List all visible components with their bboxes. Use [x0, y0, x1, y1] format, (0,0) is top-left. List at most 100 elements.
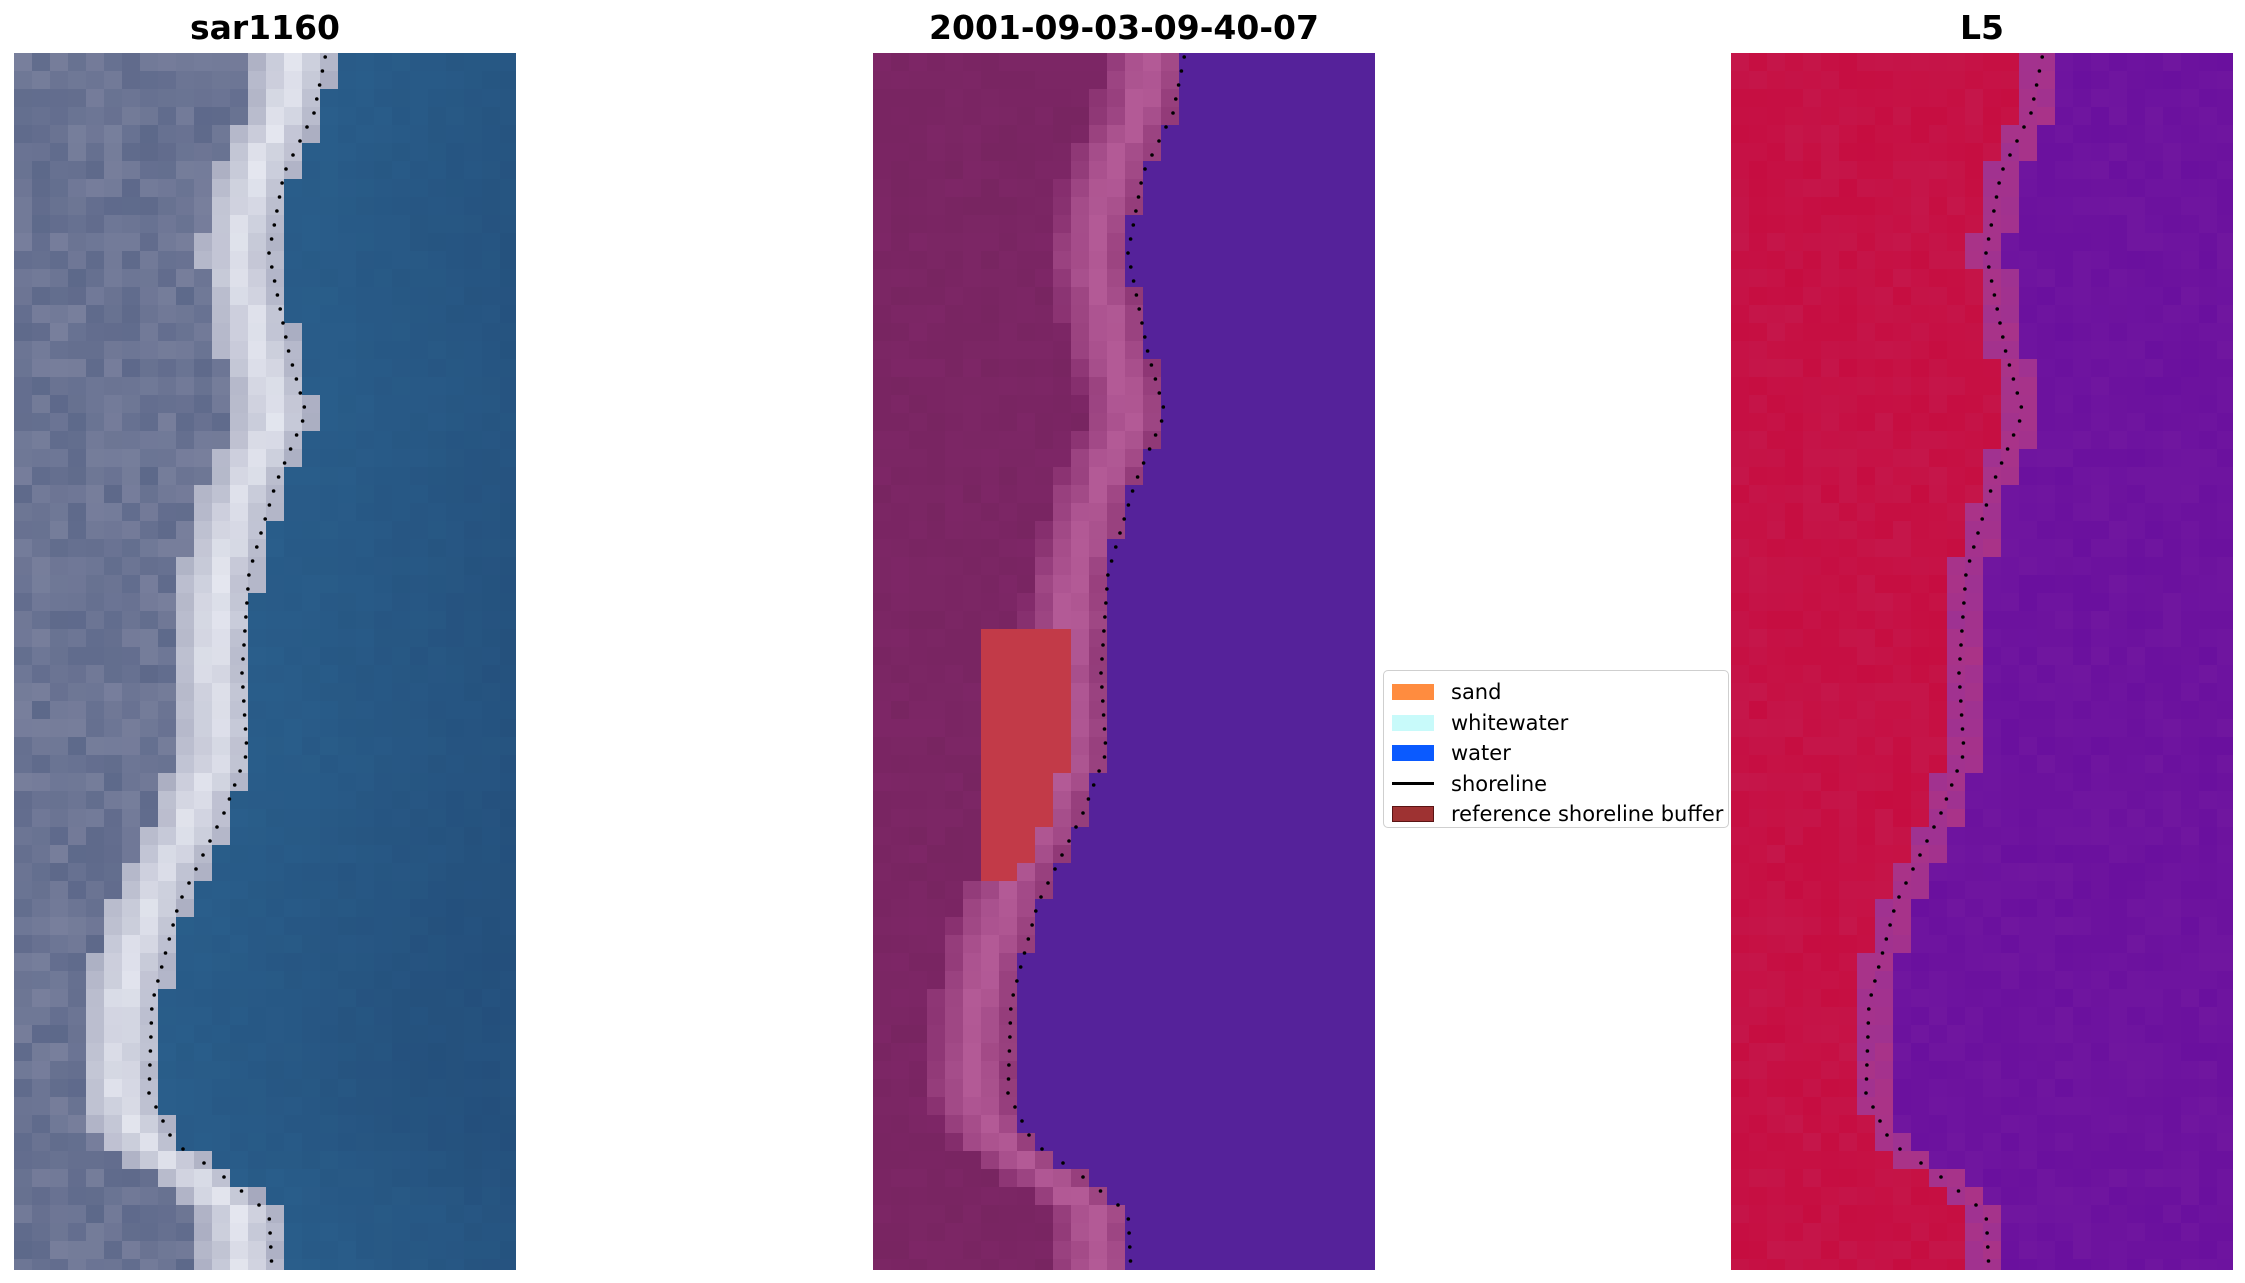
image-pixel	[1161, 1043, 1180, 1062]
image-pixel	[1893, 161, 1912, 180]
image-pixel	[927, 449, 946, 468]
image-pixel	[1731, 485, 1750, 504]
image-pixel	[1323, 575, 1342, 594]
image-pixel	[338, 1205, 357, 1224]
image-pixel	[140, 1187, 159, 1206]
image-pixel	[140, 1133, 159, 1152]
image-pixel	[1947, 503, 1966, 522]
image-pixel	[1947, 89, 1966, 108]
image-pixel	[1251, 53, 1270, 72]
shoreline-dot	[242, 643, 246, 647]
image-pixel	[1767, 503, 1786, 522]
image-pixel	[1287, 359, 1306, 378]
image-pixel	[410, 1259, 429, 1270]
image-pixel	[2055, 143, 2074, 162]
image-pixel	[212, 1151, 231, 1170]
image-pixel	[981, 629, 1000, 648]
image-pixel	[392, 935, 411, 954]
image-pixel	[140, 1259, 159, 1270]
image-pixel	[464, 395, 483, 414]
image-pixel	[909, 179, 928, 198]
image-pixel	[1035, 359, 1054, 378]
image-pixel	[1965, 611, 1984, 630]
shoreline-dot	[150, 1007, 154, 1011]
image-pixel	[1035, 305, 1054, 324]
image-pixel	[909, 701, 928, 720]
image-pixel	[963, 107, 982, 126]
image-pixel	[482, 1133, 501, 1152]
shoreline-dot	[1126, 251, 1130, 255]
image-pixel	[1731, 539, 1750, 558]
image-pixel	[86, 809, 105, 828]
image-pixel	[248, 827, 267, 846]
image-pixel	[302, 467, 321, 486]
image-pixel	[1017, 305, 1036, 324]
image-pixel	[1803, 449, 1822, 468]
image-pixel	[122, 809, 141, 828]
image-pixel	[1911, 143, 1930, 162]
image-pixel	[1143, 521, 1162, 540]
image-pixel	[176, 1151, 195, 1170]
image-pixel	[50, 305, 69, 324]
image-pixel	[392, 719, 411, 738]
image-pixel	[963, 827, 982, 846]
image-pixel	[122, 107, 141, 126]
image-pixel	[266, 53, 285, 72]
image-pixel	[1305, 953, 1324, 972]
image-pixel	[1965, 431, 1984, 450]
image-pixel	[981, 269, 1000, 288]
image-pixel	[266, 1187, 285, 1206]
image-pixel	[1071, 899, 1090, 918]
image-pixel	[999, 737, 1018, 756]
image-pixel	[1323, 809, 1342, 828]
image-pixel	[104, 395, 123, 414]
image-pixel	[482, 719, 501, 738]
image-pixel	[891, 899, 910, 918]
image-pixel	[1035, 233, 1054, 252]
image-pixel	[1197, 1007, 1216, 1026]
image-pixel	[1233, 377, 1252, 396]
image-pixel	[2055, 629, 2074, 648]
image-pixel	[482, 251, 501, 270]
image-pixel	[1197, 359, 1216, 378]
image-pixel	[999, 1097, 1018, 1116]
image-pixel	[2109, 215, 2128, 234]
image-pixel	[1341, 305, 1360, 324]
image-pixel	[2127, 683, 2146, 702]
image-pixel	[68, 809, 87, 828]
image-pixel	[104, 251, 123, 270]
image-pixel	[2199, 161, 2218, 180]
image-pixel	[428, 557, 447, 576]
image-pixel	[1053, 521, 1072, 540]
image-pixel	[1017, 629, 1036, 648]
image-pixel	[50, 737, 69, 756]
image-pixel	[104, 1061, 123, 1080]
image-pixel	[32, 611, 51, 630]
image-pixel	[873, 179, 892, 198]
image-pixel	[1143, 1061, 1162, 1080]
image-pixel	[2055, 215, 2074, 234]
shoreline-dot	[270, 265, 274, 269]
image-pixel	[464, 269, 483, 288]
image-pixel	[873, 1025, 892, 1044]
image-pixel	[1785, 575, 1804, 594]
image-pixel	[320, 1205, 339, 1224]
image-pixel	[1929, 593, 1948, 612]
image-pixel	[1287, 269, 1306, 288]
image-pixel	[1341, 917, 1360, 936]
image-pixel	[1359, 791, 1375, 810]
image-pixel	[428, 377, 447, 396]
image-pixel	[945, 827, 964, 846]
image-pixel	[1179, 305, 1198, 324]
image-pixel	[1839, 611, 1858, 630]
image-pixel	[1305, 809, 1324, 828]
shoreline-dot	[281, 321, 285, 325]
shoreline-dot	[243, 629, 247, 633]
image-pixel	[1821, 179, 1840, 198]
image-pixel	[927, 71, 946, 90]
image-pixel	[212, 1169, 231, 1188]
image-pixel	[356, 341, 375, 360]
shoreline-dot	[1157, 139, 1161, 143]
image-pixel	[1215, 971, 1234, 990]
image-pixel	[1215, 863, 1234, 882]
